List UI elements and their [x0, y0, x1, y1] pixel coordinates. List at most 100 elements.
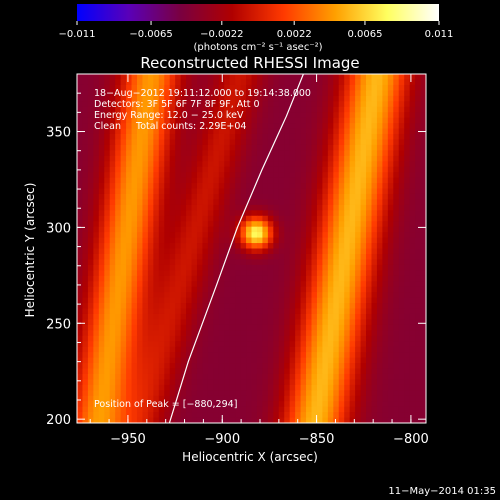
heatmap-cell — [311, 79, 318, 86]
heatmap-cell — [240, 84, 247, 91]
heatmap-cell — [115, 379, 122, 386]
heatmap-cell — [273, 243, 280, 250]
heatmap-cell — [349, 84, 356, 91]
heatmap-cell — [147, 166, 154, 173]
heatmap-cell — [322, 390, 329, 397]
heatmap-cell — [262, 106, 269, 113]
heatmap-cell — [267, 133, 274, 141]
heatmap-cell — [333, 243, 340, 250]
heatmap-cell — [77, 357, 84, 364]
heatmap-cell — [235, 341, 242, 348]
heatmap-cell — [284, 303, 291, 310]
heatmap-cell — [142, 357, 149, 364]
heatmap-cell — [126, 133, 133, 141]
heatmap-cell — [376, 401, 383, 408]
heatmap-cell — [136, 406, 144, 413]
heatmap-cell — [115, 270, 122, 277]
heatmap-cell — [175, 84, 182, 91]
heatmap-cell — [186, 215, 193, 222]
heatmap-cell — [256, 303, 263, 310]
heatmap-cell — [349, 95, 356, 102]
heatmap-cell — [327, 166, 334, 173]
heatmap-cell — [382, 172, 389, 179]
heatmap-cell — [327, 313, 334, 320]
heatmap-cell — [82, 112, 89, 119]
heatmap-cell — [387, 204, 394, 211]
heatmap-cell — [136, 248, 144, 255]
heatmap-cell — [267, 177, 274, 184]
heatmap-cell — [186, 112, 193, 119]
heatmap-cell — [262, 95, 269, 102]
heatmap-cell — [387, 264, 394, 271]
heatmap-cell — [393, 390, 400, 397]
heatmap-cell — [98, 335, 105, 342]
heatmap-cell — [104, 346, 111, 353]
heatmap-cell — [82, 270, 89, 277]
heatmap-cell — [333, 346, 340, 353]
heatmap-cell — [213, 161, 220, 168]
heatmap-cell — [196, 166, 204, 173]
heatmap-cell — [284, 330, 291, 337]
heatmap-cell — [196, 243, 204, 250]
heatmap-cell — [366, 183, 373, 190]
heatmap-cell — [404, 95, 411, 102]
heatmap-cell — [169, 412, 176, 419]
heatmap-cell — [93, 341, 100, 348]
heatmap-cell — [218, 123, 225, 130]
heatmap-cell — [246, 341, 253, 348]
heatmap-cell — [306, 324, 313, 331]
heatmap-cell — [207, 84, 214, 91]
heatmap-cell — [213, 183, 220, 190]
heatmap-cell — [311, 401, 318, 408]
heatmap-cell — [262, 379, 269, 386]
heatmap-cell — [355, 166, 362, 173]
heatmap-cell — [376, 248, 383, 255]
heatmap-cell — [136, 210, 144, 217]
heatmap-cell — [235, 123, 242, 130]
heatmap-cell — [278, 352, 285, 359]
heatmap-cell — [251, 401, 258, 408]
heatmap-cell — [322, 161, 329, 168]
heatmap-cell — [273, 139, 280, 146]
heatmap-cell — [278, 204, 285, 211]
heatmap-cell — [196, 357, 204, 364]
heatmap-cell — [376, 346, 383, 353]
heatmap-cell — [273, 259, 280, 266]
heatmap-cell — [415, 292, 422, 299]
heatmap-cell — [289, 330, 296, 337]
heatmap-cell — [409, 123, 416, 130]
heatmap-cell — [115, 346, 122, 353]
heatmap-cell — [311, 379, 318, 386]
heatmap-cell — [267, 417, 274, 423]
heatmap-cell — [256, 292, 263, 299]
heatmap-cell — [120, 155, 127, 162]
heatmap-cell — [109, 335, 116, 342]
heatmap-cell — [240, 373, 247, 380]
heatmap-cell — [235, 363, 242, 370]
heatmap-cell — [115, 341, 122, 348]
heatmap-cell — [355, 150, 362, 157]
heatmap-cell — [316, 133, 323, 141]
heatmap-cell — [415, 101, 422, 108]
heatmap-cell — [311, 74, 318, 81]
heatmap-cell — [77, 95, 84, 102]
heatmap-cell — [158, 188, 165, 195]
heatmap-cell — [278, 210, 285, 217]
heatmap-cell — [267, 379, 274, 386]
heatmap-cell — [393, 193, 400, 201]
heatmap-cell — [344, 303, 351, 310]
heatmap-cell — [180, 401, 187, 408]
heatmap-cell — [224, 74, 231, 81]
heatmap-cell — [393, 183, 400, 190]
heatmap-cell — [120, 204, 127, 211]
heatmap-cell — [202, 253, 209, 260]
heatmap-cell — [229, 379, 236, 386]
heatmap-cell — [218, 237, 225, 244]
heatmap-cell — [306, 270, 313, 277]
heatmap-cell — [158, 341, 165, 348]
heatmap-cell — [360, 188, 367, 195]
heatmap-cell — [355, 112, 362, 119]
heatmap-cell — [213, 106, 220, 113]
heatmap-cell — [366, 128, 373, 135]
heatmap-cell — [295, 264, 302, 271]
